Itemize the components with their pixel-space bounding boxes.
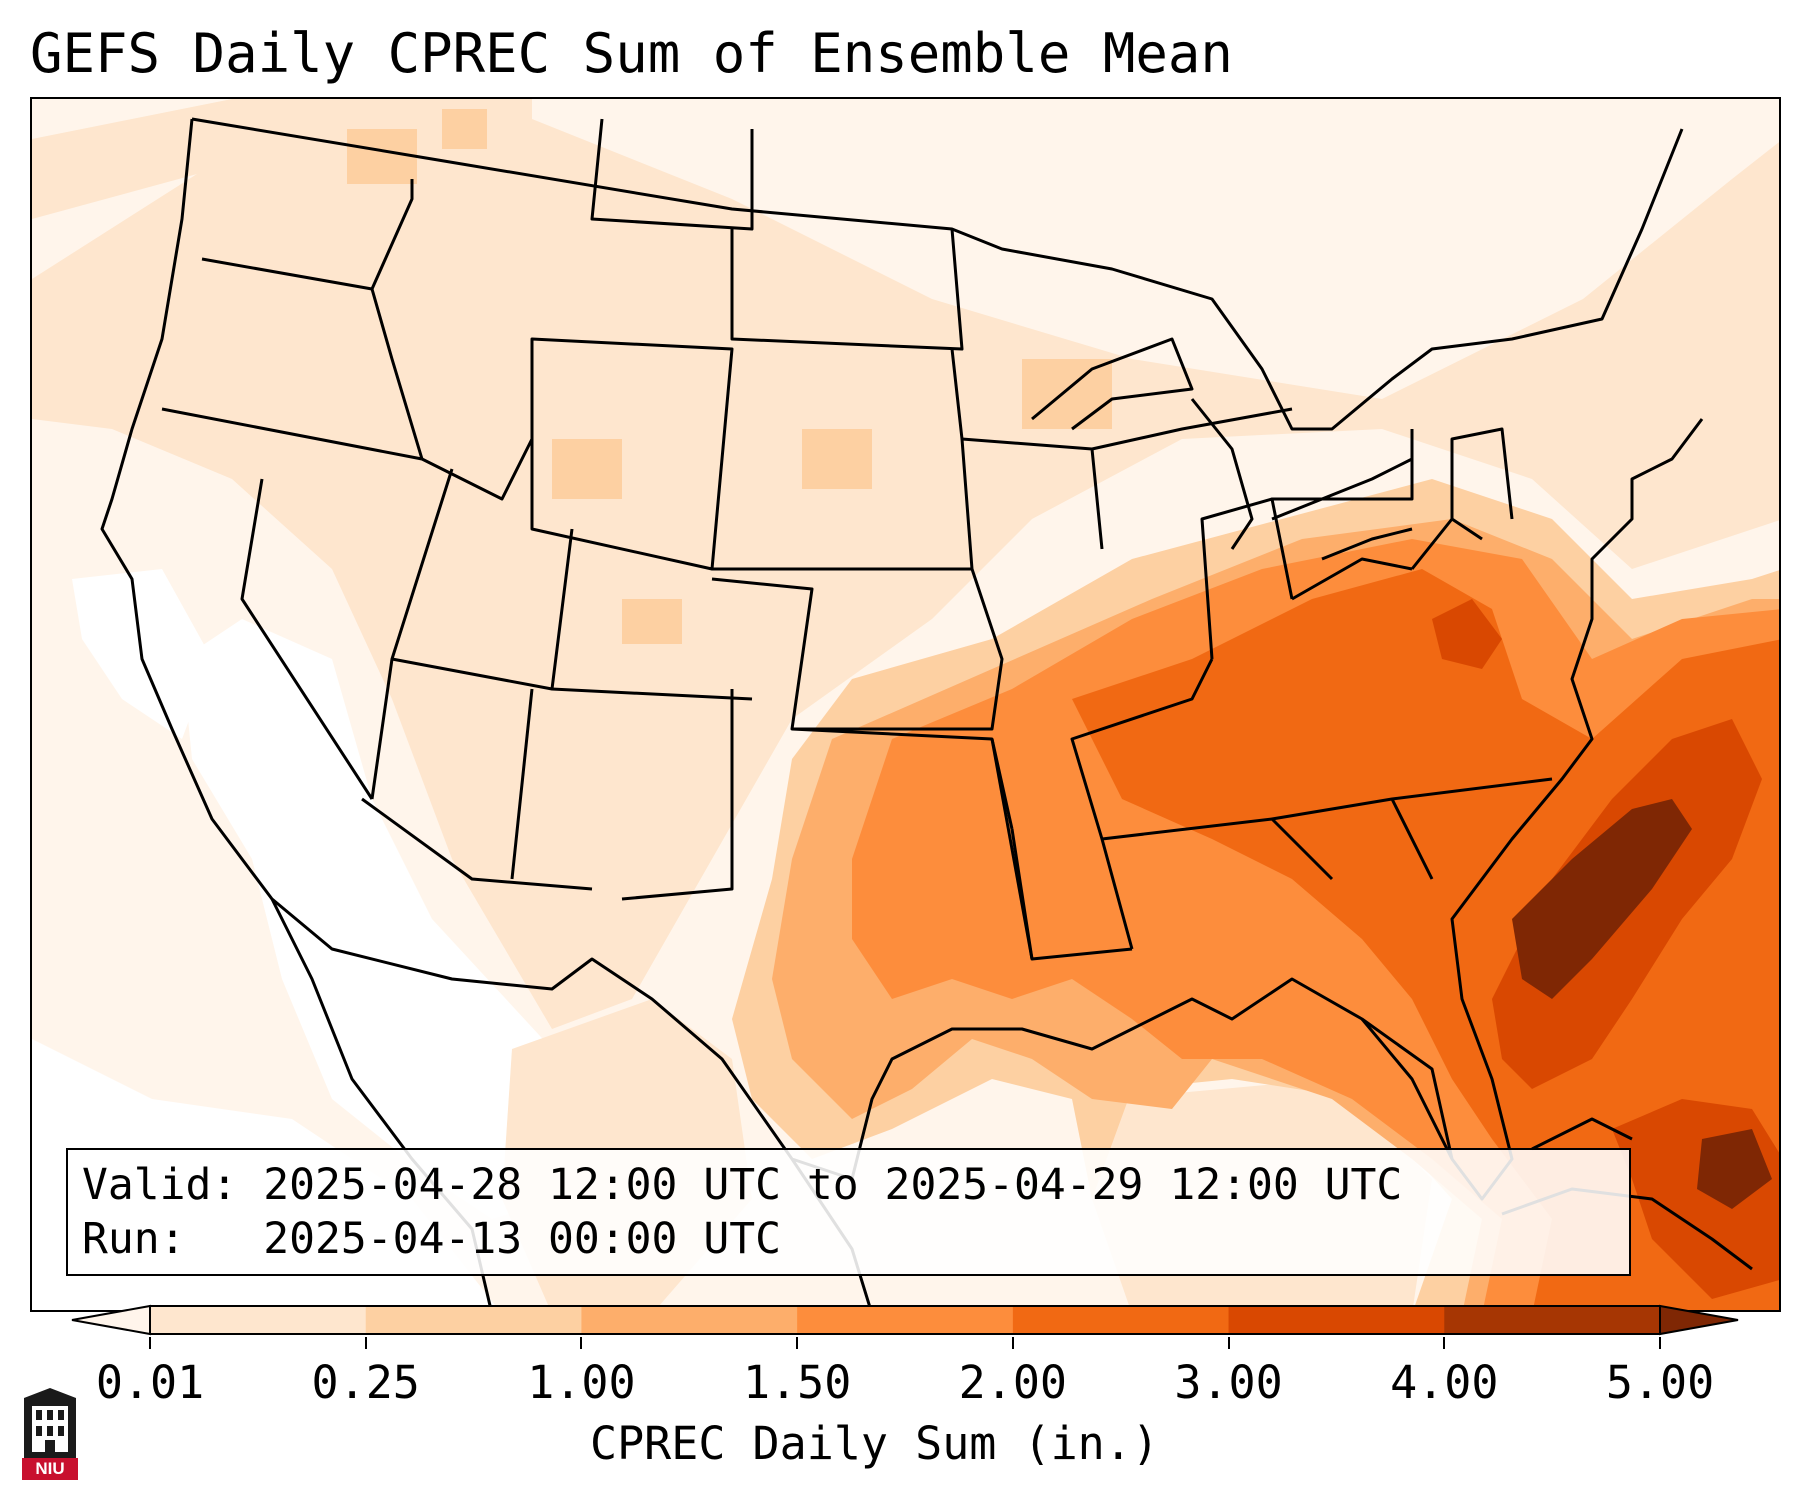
southwest-dry-area [182, 619, 592, 1219]
run-info-box: Valid: 2025-04-28 12:00 UTC to 2025-04-2… [66, 1148, 1631, 1276]
colorbar-tick-label: 0.01 [95, 1356, 205, 1409]
valid-text: 2025-04-28 12:00 UTC to 2025-04-29 12:00… [263, 1160, 1403, 1210]
colorbar-tick-mark [1659, 1337, 1661, 1349]
colorbar-tick-label: 2.00 [958, 1356, 1068, 1409]
colorbar-tick-mark [1227, 1337, 1230, 1349]
run-row: Run: 2025-04-13 00:00 UTC [82, 1212, 1615, 1266]
light-precip-region [32, 119, 1779, 1029]
max-precip-core [1512, 799, 1692, 999]
valid-label: Valid: [82, 1160, 238, 1210]
run-label: Run: [82, 1214, 186, 1264]
logo-text: NIU [22, 1458, 78, 1480]
colorbar-tick-mark [796, 1337, 799, 1349]
colorbar-tick-label: 1.50 [742, 1356, 852, 1409]
run-text: 2025-04-13 00:00 UTC [263, 1214, 781, 1264]
colorbar-segment [1444, 1306, 1661, 1334]
colorbar-tick-mark [1011, 1337, 1014, 1349]
colorbar-tick-mark [580, 1337, 583, 1349]
map-title: GEFS Daily CPREC Sum of Ensemble Mean [30, 22, 1233, 85]
colorbar [71, 1304, 1739, 1336]
colorbar-extend-high [1659, 1304, 1739, 1336]
colorbar-tick-label: 0.25 [311, 1356, 420, 1409]
colorbar-label: CPREC Daily Sum (in.) [590, 1417, 1159, 1470]
colorbar-segment [797, 1306, 1014, 1334]
precipitation-map [30, 97, 1781, 1312]
colorbar-segment [150, 1306, 367, 1334]
state-borders [100, 117, 1753, 1310]
colorbar-tick-label: 1.00 [527, 1356, 636, 1409]
colorbar-segment [365, 1306, 582, 1334]
colorbar-tick-label: 5.00 [1605, 1356, 1715, 1409]
colorbar-tick-mark [1443, 1337, 1446, 1349]
colorbar-segment [581, 1306, 798, 1334]
colorbar-tick-mark [364, 1337, 367, 1349]
valid-row: Valid: 2025-04-28 12:00 UTC to 2025-04-2… [82, 1158, 1615, 1212]
colorbar-tick-label: 4.00 [1390, 1356, 1499, 1409]
colorbar-extend-low [71, 1304, 151, 1336]
niu-tower-logo-icon: NIU [22, 1388, 78, 1480]
colorbar-outline [149, 1305, 1661, 1335]
colorbar-segment [1012, 1306, 1230, 1334]
colorbar-tick-label: 3.00 [1174, 1356, 1283, 1409]
colorbar-segment [1228, 1306, 1445, 1334]
colorbar-tick-mark [149, 1337, 151, 1349]
